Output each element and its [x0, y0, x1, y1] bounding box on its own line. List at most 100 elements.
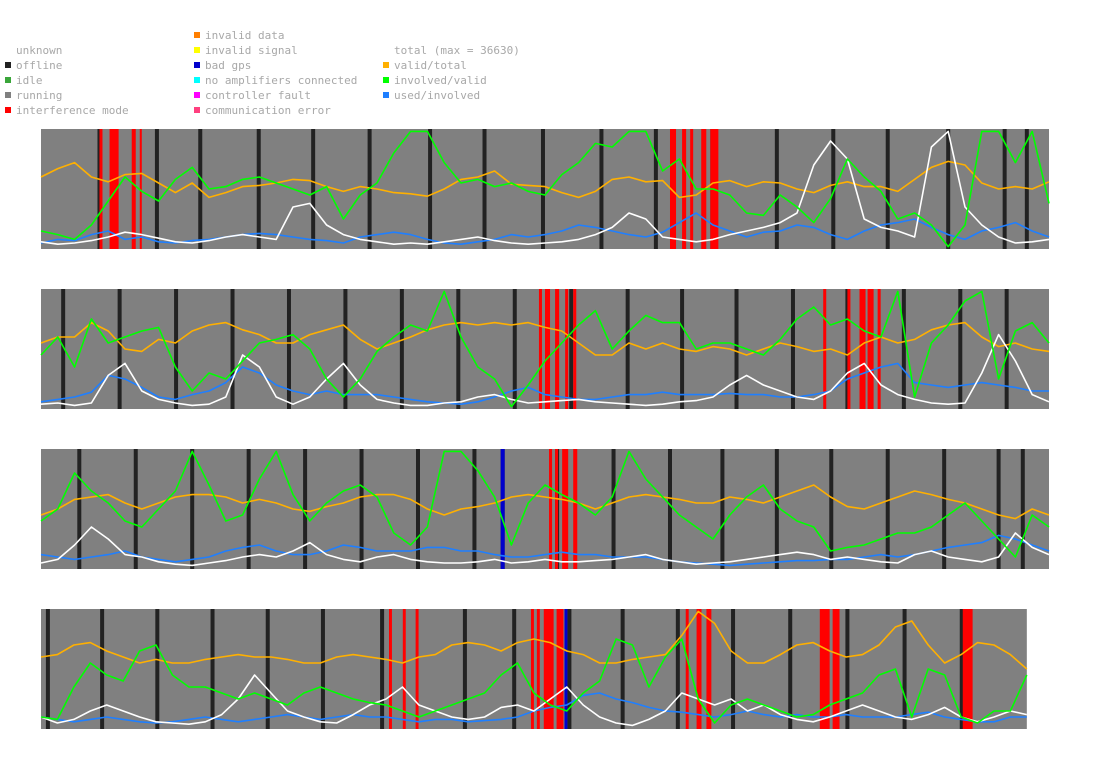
offline-mark: [885, 449, 890, 569]
interference-span: [823, 289, 827, 409]
legend-swatch: [5, 62, 11, 68]
interference-span: [131, 129, 136, 249]
interference-span: [538, 289, 542, 409]
offline-mark: [320, 609, 325, 729]
legend-label: offline: [16, 59, 63, 72]
offline-mark: [996, 449, 1001, 569]
offline-mark: [625, 289, 630, 409]
interference-span: [859, 289, 866, 409]
series-line-involved-valid: [40, 130, 1050, 248]
offline-mark: [653, 129, 658, 249]
interference-span: [562, 449, 569, 569]
offline-mark: [720, 449, 725, 569]
legend-swatch: [194, 77, 200, 83]
interference-span: [832, 609, 840, 729]
offline-mark: [415, 449, 420, 569]
legend-item-no-amplifiers-connected: no amplifiers connected: [194, 74, 357, 88]
legend-label: total (max = 36630): [394, 44, 520, 57]
interference-span: [415, 609, 419, 729]
offline-mark: [399, 289, 404, 409]
offline-mark: [286, 289, 291, 409]
legend-swatch: [194, 32, 200, 38]
bad-gps-span: [500, 449, 505, 569]
offline-mark: [599, 129, 604, 249]
running-background: [41, 449, 1049, 569]
legend-label: interference mode: [16, 104, 129, 117]
legend-label: used/involved: [394, 89, 481, 102]
legend-swatch: [383, 47, 389, 53]
legend-item-total-max-36630: total (max = 36630): [383, 44, 520, 58]
legend-label: invalid signal: [205, 44, 298, 57]
offline-mark: [675, 609, 680, 729]
legend-swatch: [5, 77, 11, 83]
series-line-total: [40, 333, 1050, 407]
interference-span: [99, 129, 103, 249]
legend-swatch: [383, 77, 389, 83]
legend-label: controller fault: [205, 89, 311, 102]
legend-swatch: [383, 62, 389, 68]
offline-mark: [303, 449, 308, 569]
offline-mark: [959, 609, 964, 729]
legend-label: involved/valid: [394, 74, 487, 87]
legend-swatch: [194, 107, 200, 113]
legend-label: communication error: [205, 104, 331, 117]
timeline-strip-2: [40, 289, 1050, 409]
offline-mark: [472, 449, 477, 569]
series-line-valid-total: [40, 484, 1050, 520]
series-line-involved-valid: [40, 638, 1028, 724]
offline-mark: [265, 609, 270, 729]
series-line-used-involved: [40, 534, 1050, 567]
series-line-total: [40, 526, 1050, 567]
legend-swatch: [5, 92, 11, 98]
interference-span: [565, 289, 569, 409]
legend-item-communication-error: communication error: [194, 104, 331, 118]
offline-mark: [246, 449, 251, 569]
offline-mark: [210, 609, 215, 729]
series-line-valid-total: [40, 160, 1050, 199]
legend-label: bad gps: [205, 59, 252, 72]
offline-mark: [45, 609, 50, 729]
interference-span: [530, 609, 534, 729]
legend-label: no amplifiers connected: [205, 74, 358, 87]
interference-span: [690, 129, 694, 249]
offline-mark: [901, 289, 906, 409]
interference-span: [545, 289, 551, 409]
legend-item-interference-mode: interference mode: [5, 104, 129, 118]
interference-span: [669, 129, 677, 249]
legend-label: valid/total: [394, 59, 467, 72]
series-line-total: [40, 130, 1050, 245]
offline-mark: [456, 289, 461, 409]
timeline-strip-1: [40, 129, 1050, 249]
offline-mark: [667, 449, 672, 569]
interference-span: [706, 609, 712, 729]
timeline-strip-4: [40, 609, 1028, 729]
legend-item-invalid-signal: invalid signal: [194, 44, 298, 58]
interference-span: [109, 129, 119, 249]
offline-mark: [567, 609, 572, 729]
offline-mark: [428, 129, 433, 249]
legend-item-unknown: unknown: [5, 44, 62, 58]
timeline-strip-3: [40, 449, 1050, 569]
legend-label: invalid data: [205, 29, 285, 42]
interference-span: [573, 289, 577, 409]
legend-swatch: [5, 47, 11, 53]
offline-mark: [611, 449, 616, 569]
offline-mark: [462, 609, 467, 729]
interference-span: [819, 609, 830, 729]
interference-span: [402, 609, 406, 729]
offline-mark: [942, 449, 947, 569]
offline-mark: [482, 129, 487, 249]
series-line-involved-valid: [40, 290, 1050, 408]
offline-mark: [540, 129, 545, 249]
interference-span: [696, 609, 702, 729]
offline-mark: [190, 449, 195, 569]
interference-span: [682, 129, 687, 249]
offline-mark: [1002, 129, 1007, 249]
legend-swatch: [5, 107, 11, 113]
series-line-total: [40, 674, 1027, 727]
offline-mark: [845, 609, 850, 729]
series-line-valid-total: [40, 610, 1028, 670]
offline-mark: [1020, 449, 1025, 569]
offline-mark: [569, 289, 574, 409]
offline-mark: [154, 129, 159, 249]
